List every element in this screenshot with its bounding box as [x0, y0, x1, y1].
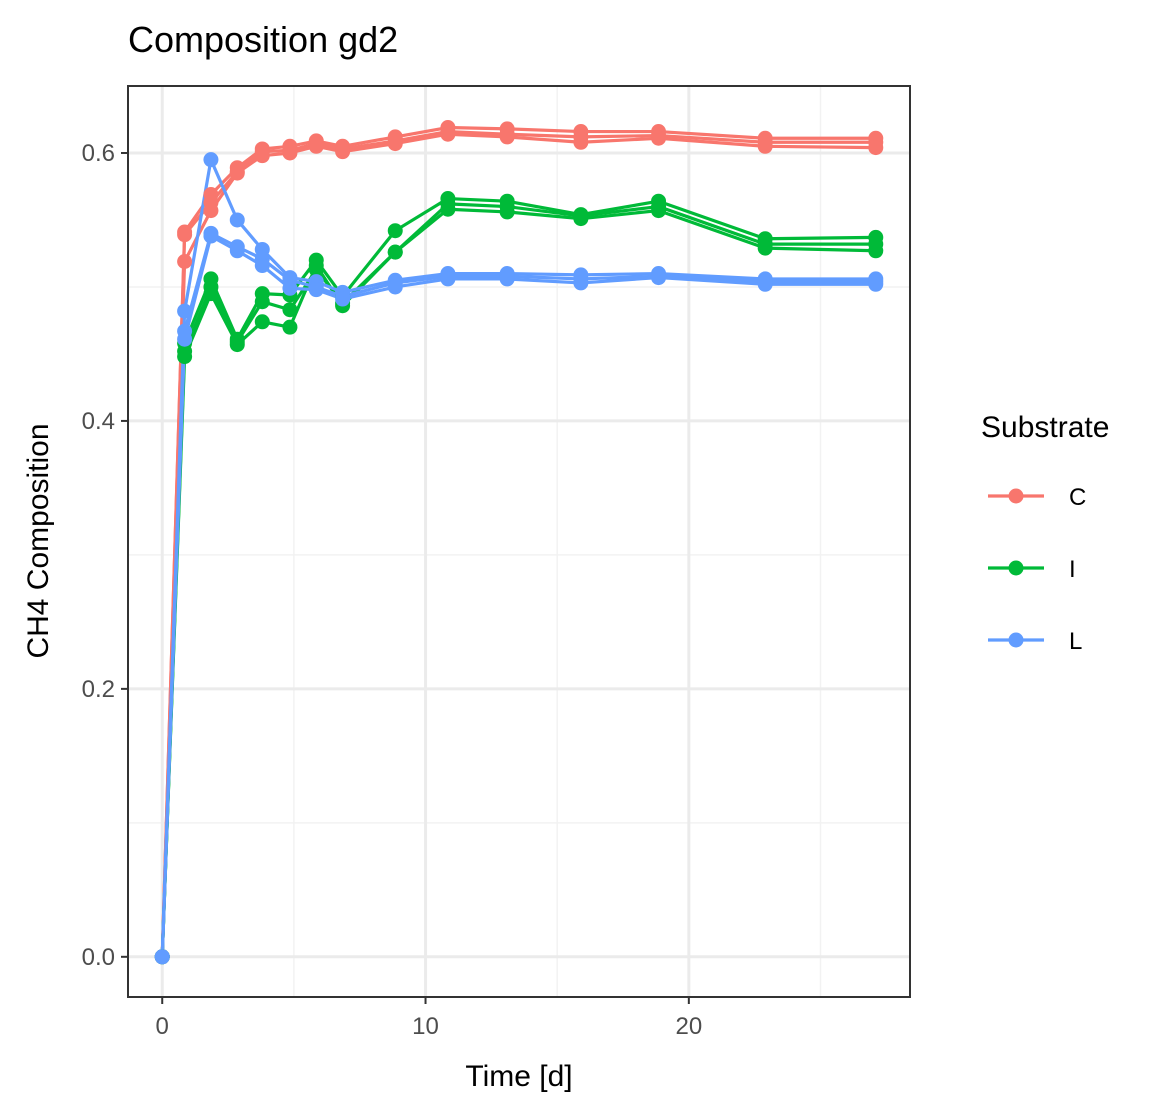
x-tick-label: 0: [156, 1013, 169, 1040]
legend-key-point: [1008, 632, 1024, 648]
data-point-I: [387, 223, 403, 239]
data-point-I: [651, 203, 667, 219]
chart-title: Composition gd2: [128, 19, 398, 60]
x-axis-title: Time [d]: [465, 1060, 572, 1093]
data-point-I: [868, 243, 884, 259]
data-point-L: [229, 243, 245, 259]
legend-label: C: [1069, 484, 1086, 511]
data-point-I: [573, 211, 589, 227]
data-point-I: [254, 294, 270, 310]
legend-key-point: [1008, 488, 1024, 504]
data-point-I: [177, 349, 193, 365]
x-tick-label: 20: [675, 1013, 702, 1040]
data-point-L: [757, 276, 773, 292]
data-point-L: [254, 258, 270, 274]
data-point-C: [573, 134, 589, 150]
y-axis: 0.0 0.2 0.4 0.6: [82, 140, 128, 971]
data-point-I: [282, 302, 298, 318]
data-point-C: [308, 138, 324, 154]
data-point-C: [757, 138, 773, 154]
y-axis-title: CH4 Composition: [22, 423, 55, 658]
data-point-L: [573, 275, 589, 291]
data-point-L: [203, 228, 219, 244]
panel-border: [127, 85, 911, 998]
y-tick-label: 0.4: [82, 408, 115, 435]
data-point-C: [282, 145, 298, 161]
data-point-I: [254, 314, 270, 330]
legend-label: L: [1069, 628, 1082, 655]
data-point-C: [254, 148, 270, 164]
data-point-I: [282, 319, 298, 335]
data-point-C: [335, 144, 351, 160]
data-point-I: [229, 337, 245, 353]
data-point-C: [499, 129, 515, 145]
data-point-L: [229, 212, 245, 228]
data-point-L: [335, 291, 351, 307]
data-point-I: [308, 258, 324, 274]
data-point-L: [651, 270, 667, 286]
x-axis: 0 10 20: [156, 997, 702, 1040]
y-tick-label: 0.2: [82, 676, 115, 703]
data-point-C: [177, 254, 193, 270]
x-tick-label: 10: [412, 1013, 439, 1040]
data-point-L: [440, 271, 456, 287]
data-point-L: [868, 276, 884, 292]
y-tick-label: 0.0: [82, 944, 115, 971]
data-point-C: [651, 130, 667, 146]
y-tick-label: 0.6: [82, 140, 115, 167]
data-point-I: [499, 204, 515, 220]
data-point-C: [868, 140, 884, 156]
legend-key-point: [1008, 560, 1024, 576]
legend-label: I: [1069, 556, 1076, 583]
data-point-C: [387, 136, 403, 152]
data-point-L: [282, 280, 298, 296]
data-point-L: [203, 152, 219, 168]
data-point-L: [499, 271, 515, 287]
data-point-I: [440, 201, 456, 217]
panel-background: [128, 86, 910, 997]
data-point-C: [440, 126, 456, 142]
series-points: [154, 120, 884, 965]
data-point-L: [154, 949, 170, 965]
grid-major: [128, 86, 910, 997]
legend-title: Substrate: [981, 411, 1109, 444]
data-point-I: [203, 286, 219, 302]
data-point-L: [387, 279, 403, 295]
data-point-L: [308, 282, 324, 298]
data-point-C: [203, 203, 219, 219]
data-point-L: [177, 331, 193, 347]
data-point-I: [387, 244, 403, 260]
plot-panel: [127, 85, 911, 998]
data-point-I: [757, 240, 773, 256]
data-point-L: [177, 303, 193, 319]
data-point-C: [177, 227, 193, 243]
data-point-C: [229, 165, 245, 181]
legend: Substrate C I L: [981, 411, 1109, 655]
